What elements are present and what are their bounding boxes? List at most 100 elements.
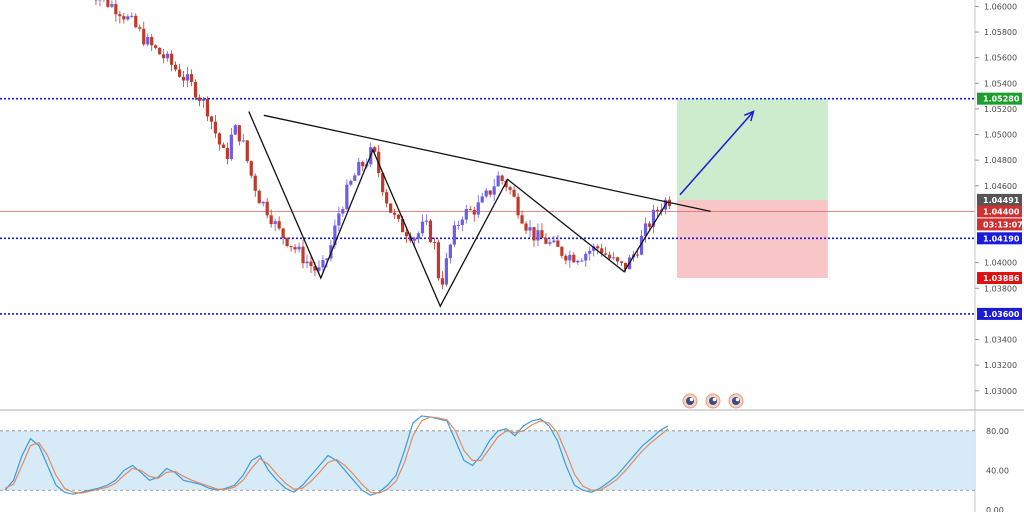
candle-body [576, 260, 580, 263]
candle-body [416, 233, 421, 239]
price-axis[interactable]: 1.06000 1.05800 1.05600 1.05400 1.05200 1.050… [975, 2, 1023, 396]
price-pane [0, 0, 975, 315]
price-tag-label: 1.04190 [983, 234, 1020, 243]
candle-body [397, 214, 401, 219]
candle-body [588, 250, 592, 254]
candle-body [269, 215, 273, 225]
candle-body [444, 258, 448, 285]
candle-body [229, 134, 233, 160]
candle-body [193, 81, 198, 98]
candle-body [118, 14, 122, 17]
candle-body [532, 227, 536, 241]
candle-body [536, 230, 540, 241]
price-tick-label: 1.05400 [984, 79, 1017, 88]
price-tag-bg [977, 193, 1022, 206]
neckline [263, 114, 711, 213]
candle-body [138, 27, 142, 29]
price-tag-bg [977, 218, 1022, 231]
candle-body [345, 184, 349, 210]
candle-body [655, 209, 660, 212]
candle-body [468, 208, 472, 210]
candle-body [508, 187, 512, 190]
candle-body [548, 242, 552, 244]
candle-body [420, 221, 425, 234]
candle-body [134, 15, 138, 28]
candle-body [349, 180, 353, 185]
candle-body [233, 125, 237, 135]
candle-body [428, 220, 433, 243]
candle-body [604, 253, 608, 255]
candle-body [520, 215, 524, 224]
price-tick-label: 1.05200 [984, 105, 1017, 114]
price-tick-label: 1.04800 [984, 156, 1017, 165]
candle-body [313, 266, 317, 271]
candle-body [257, 190, 261, 204]
candle-body [361, 161, 365, 167]
candle-body [265, 201, 269, 216]
candle-body [106, 0, 110, 7]
candle-body [221, 144, 225, 148]
pattern-drawings[interactable] [248, 110, 755, 308]
candle-body [321, 259, 325, 268]
candle-body [504, 180, 508, 188]
price-tag-bg [977, 232, 1022, 245]
candle-body [580, 260, 584, 262]
candle-body [568, 254, 572, 261]
price-tick-label: 1.06000 [984, 2, 1017, 11]
candle-body [142, 28, 146, 45]
candle-body [412, 238, 417, 241]
target-arrow [679, 110, 755, 196]
candle-body [424, 220, 429, 222]
candle-body [572, 254, 576, 263]
candle-body [353, 175, 357, 181]
stochastic-axis: 80.00 40.00 0.00 [0, 427, 1009, 512]
candle-body [651, 209, 656, 227]
candle-body [249, 161, 253, 176]
candle-body [393, 212, 397, 215]
candle-body [154, 45, 158, 48]
stochastic-pane: 80.00 40.00 0.00 [0, 415, 1009, 512]
candle-body [480, 196, 484, 203]
candle-body [564, 255, 568, 261]
gear-icon[interactable] [705, 393, 721, 409]
candle-body [484, 190, 488, 197]
gear-icon[interactable] [682, 393, 698, 409]
candle-body [197, 97, 202, 101]
candle-body [404, 232, 409, 237]
price-tick-label: 1.03400 [984, 336, 1017, 345]
candle-body [110, 4, 114, 7]
indicator-icons[interactable] [682, 393, 744, 409]
candle-body [612, 257, 616, 259]
candle-body [592, 246, 596, 251]
candle-body [174, 64, 178, 70]
price-tag-bg [977, 307, 1022, 320]
osc-tick-label: 0.00 [986, 506, 1004, 512]
candle-body [217, 133, 222, 145]
candle-body [452, 225, 456, 245]
price-tick-label: 1.03200 [984, 361, 1017, 370]
candle-body [162, 54, 166, 59]
candle-body [496, 175, 500, 187]
candle-body [584, 253, 588, 261]
candle-body [273, 221, 277, 225]
price-tag-label: 03:13:07 [983, 220, 1023, 229]
candle-body [213, 121, 218, 134]
candle-body [205, 99, 210, 117]
gear-icon[interactable] [728, 393, 744, 409]
candle-body [620, 261, 624, 263]
candle-body [639, 235, 644, 255]
candle-body [309, 261, 313, 267]
horizontal-levels [0, 97, 975, 315]
candle-body [337, 213, 341, 226]
candle-body [389, 203, 393, 213]
candle-body [460, 219, 464, 225]
price-tag-label: 1.03886 [983, 274, 1020, 283]
candle-body [476, 202, 480, 215]
price-tag-label: 1.04400 [983, 207, 1020, 216]
osc-tick-label: 40.00 [986, 466, 1009, 475]
candle-body [277, 221, 281, 229]
candle-body [301, 246, 305, 264]
price-tick-label: 1.03000 [984, 387, 1017, 396]
candle-body [241, 140, 245, 142]
candle-body [436, 242, 441, 279]
